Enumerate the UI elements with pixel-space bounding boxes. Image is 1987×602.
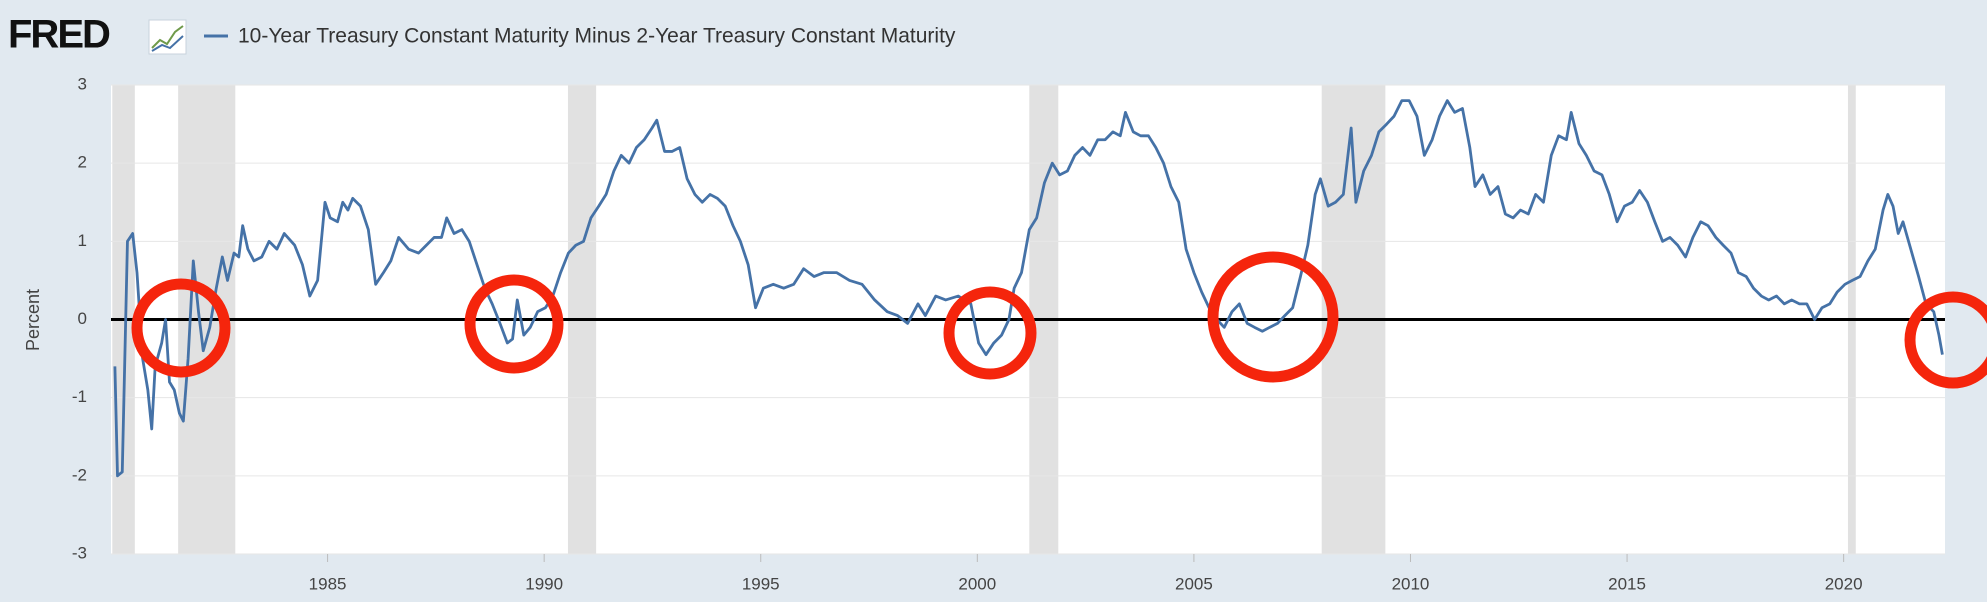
- y-axis-label: Percent: [23, 289, 43, 351]
- y-tick-label: 3: [78, 74, 87, 93]
- y-tick-label: 2: [78, 153, 87, 172]
- highlight-circle: [1207, 251, 1339, 383]
- x-tick-label: 1985: [309, 574, 347, 593]
- data-line: [113, 99, 1944, 478]
- highlight-circle: [943, 286, 1037, 380]
- highlight-circle: [464, 274, 564, 374]
- x-tick-label: 2015: [1608, 574, 1646, 593]
- y-tick-label: -3: [72, 543, 87, 562]
- y-tick-label: 0: [78, 309, 87, 328]
- annotations: [131, 251, 1987, 389]
- x-tick-label: 2000: [958, 574, 996, 593]
- x-tick-label: 1995: [742, 574, 780, 593]
- y-tick-label: 1: [78, 231, 87, 250]
- x-tick-label: 2005: [1175, 574, 1213, 593]
- y-tick-label: -1: [72, 387, 87, 406]
- y-tick-label: -2: [72, 465, 87, 484]
- highlight-circle: [131, 278, 231, 378]
- x-tick-label: 2020: [1825, 574, 1863, 593]
- x-tick-label: 2010: [1392, 574, 1430, 593]
- logo-icon: [148, 19, 187, 55]
- legend-label: 10-Year Treasury Constant Maturity Minus…: [238, 25, 956, 48]
- x-tick-label: 1990: [525, 574, 563, 593]
- brand-logo: FRED: [8, 13, 110, 57]
- highlight-circle: [1904, 291, 1987, 389]
